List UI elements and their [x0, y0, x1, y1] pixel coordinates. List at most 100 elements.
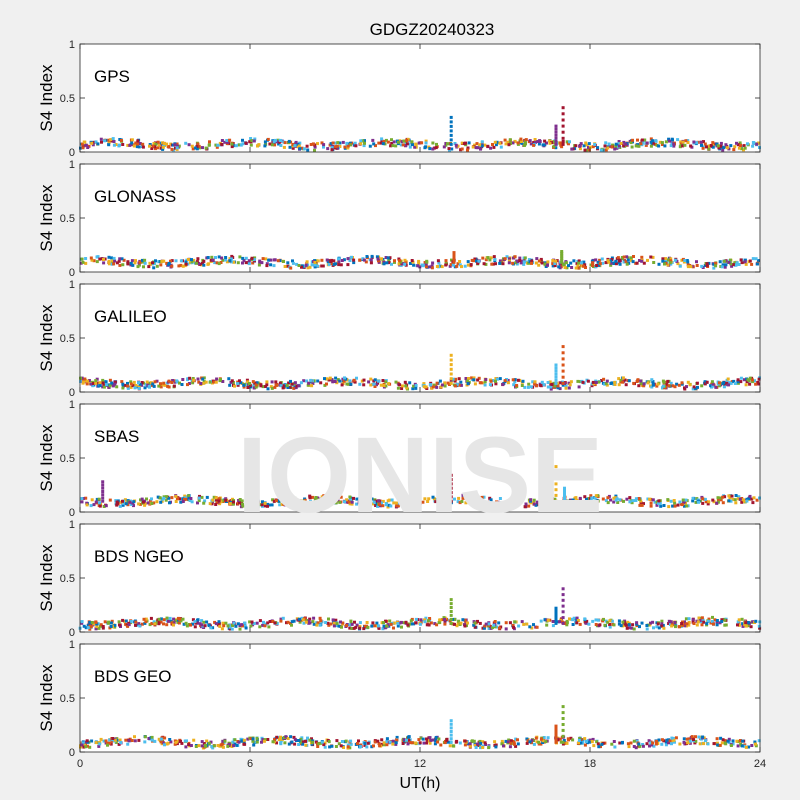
data-point — [665, 738, 669, 742]
data-point — [343, 376, 346, 380]
data-point — [224, 258, 228, 262]
data-point — [385, 740, 389, 743]
data-point — [221, 380, 225, 383]
data-point — [101, 385, 105, 389]
data-point — [578, 737, 582, 740]
data-point — [416, 499, 420, 503]
data-point — [530, 738, 534, 742]
data-point — [697, 735, 701, 739]
data-point — [481, 740, 485, 744]
data-point — [648, 744, 651, 748]
data-point — [482, 262, 486, 266]
data-point — [128, 737, 132, 741]
data-point — [590, 496, 594, 500]
data-point — [181, 617, 185, 621]
data-point — [559, 618, 563, 622]
data-point — [98, 742, 102, 746]
data-point — [343, 500, 346, 504]
data-point — [243, 624, 247, 628]
data-point — [752, 496, 756, 500]
data-point — [202, 259, 206, 263]
data-point — [81, 741, 85, 745]
data-point — [288, 385, 292, 389]
spike-point — [561, 375, 565, 379]
data-point — [80, 497, 84, 501]
data-point — [516, 501, 519, 505]
data-point — [722, 385, 726, 389]
data-point — [631, 260, 635, 264]
data-point — [707, 261, 711, 265]
data-point — [134, 623, 137, 627]
data-point — [544, 740, 548, 744]
data-point — [289, 622, 293, 625]
data-point — [674, 625, 677, 629]
data-point — [590, 740, 594, 744]
spike-point — [554, 499, 558, 503]
spike-point — [449, 726, 453, 730]
data-point — [333, 141, 337, 145]
data-point — [754, 744, 758, 748]
data-point — [727, 499, 731, 503]
data-point — [191, 377, 195, 380]
data-point — [339, 744, 343, 748]
data-point — [238, 624, 242, 628]
data-point — [567, 142, 570, 146]
data-point — [751, 144, 755, 148]
data-point — [316, 498, 320, 502]
data-point — [129, 261, 133, 265]
data-point — [679, 142, 683, 146]
data-point — [453, 384, 457, 388]
data-point — [261, 257, 265, 261]
data-point — [186, 258, 190, 261]
data-point — [669, 259, 673, 263]
data-point — [678, 625, 682, 629]
data-point — [627, 745, 631, 749]
data-point — [364, 260, 368, 264]
data-point — [540, 261, 544, 265]
data-point — [588, 738, 592, 742]
data-point — [337, 742, 341, 746]
data-point — [241, 261, 244, 265]
data-point — [631, 623, 635, 627]
data-point — [551, 624, 555, 628]
data-point — [577, 261, 581, 265]
data-point — [723, 739, 727, 743]
data-point — [564, 261, 568, 265]
data-point — [320, 264, 324, 268]
data-point — [201, 381, 205, 385]
data-point — [202, 501, 206, 505]
data-point — [487, 627, 491, 630]
data-point — [98, 384, 102, 388]
data-point — [680, 381, 684, 385]
data-point — [115, 261, 119, 265]
data-point — [228, 502, 232, 506]
data-point — [456, 262, 460, 266]
data-point — [594, 623, 598, 626]
data-point — [748, 259, 752, 263]
data-point — [271, 620, 275, 623]
data-point — [660, 624, 664, 628]
data-point — [496, 500, 500, 504]
data-point — [458, 741, 462, 745]
data-point — [448, 264, 452, 268]
data-point — [254, 383, 258, 387]
data-point — [491, 143, 494, 146]
data-point — [486, 500, 490, 504]
data-point — [394, 501, 398, 505]
data-point — [423, 620, 427, 624]
data-point — [205, 495, 209, 499]
data-point — [112, 256, 116, 260]
spike-point — [554, 611, 558, 615]
data-point — [373, 378, 377, 382]
data-point — [453, 617, 457, 621]
data-point — [350, 622, 354, 626]
data-point — [261, 738, 265, 742]
data-point — [489, 146, 493, 150]
data-point — [432, 383, 436, 387]
data-point — [258, 259, 262, 263]
data-point — [651, 741, 655, 745]
data-point — [414, 386, 418, 390]
data-point — [757, 624, 761, 628]
data-point — [504, 739, 508, 743]
data-point — [613, 745, 617, 749]
